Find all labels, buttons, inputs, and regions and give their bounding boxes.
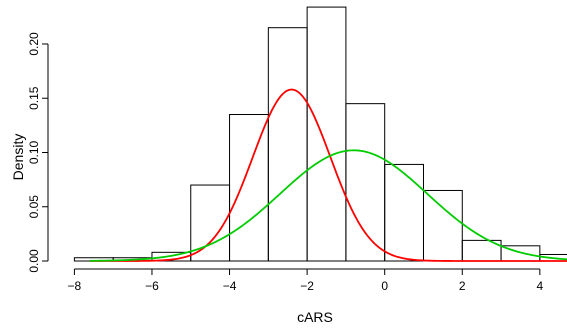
- y-tick-label: 0.05: [27, 195, 41, 219]
- x-tick-label: 0: [381, 279, 388, 293]
- x-tick-label: −2: [300, 279, 314, 293]
- x-axis-title: cARS: [297, 309, 333, 325]
- histogram-bar-6: [267, 27, 308, 262]
- x-tick-label: −8: [68, 279, 82, 293]
- x-tick-label: 4: [537, 279, 544, 293]
- histogram-bar-8: [345, 103, 386, 262]
- histogram-bar-9: [384, 163, 424, 262]
- histogram-bar-5: [229, 114, 269, 262]
- axes: −8 −6 −4 −2 0 2 4 0.00 0.05 0.10 0.15 0.20: [27, 32, 544, 293]
- y-tick-label: 0.20: [27, 32, 41, 56]
- y-axis-title: Density: [10, 134, 26, 181]
- y-tick-label: 0.10: [27, 140, 41, 164]
- y-tick-label: 0.15: [27, 86, 41, 110]
- plot-area: [73, 6, 567, 262]
- x-tick-label: 2: [459, 279, 466, 293]
- histogram-bar-7: [306, 6, 347, 262]
- x-tick-label: −6: [145, 279, 159, 293]
- density-curve-2: [89, 149, 567, 262]
- y-tick-label: 0.00: [27, 249, 41, 273]
- x-tick-label: −4: [223, 279, 237, 293]
- histogram-bar-10: [422, 189, 463, 262]
- density-curve-1: [89, 88, 567, 262]
